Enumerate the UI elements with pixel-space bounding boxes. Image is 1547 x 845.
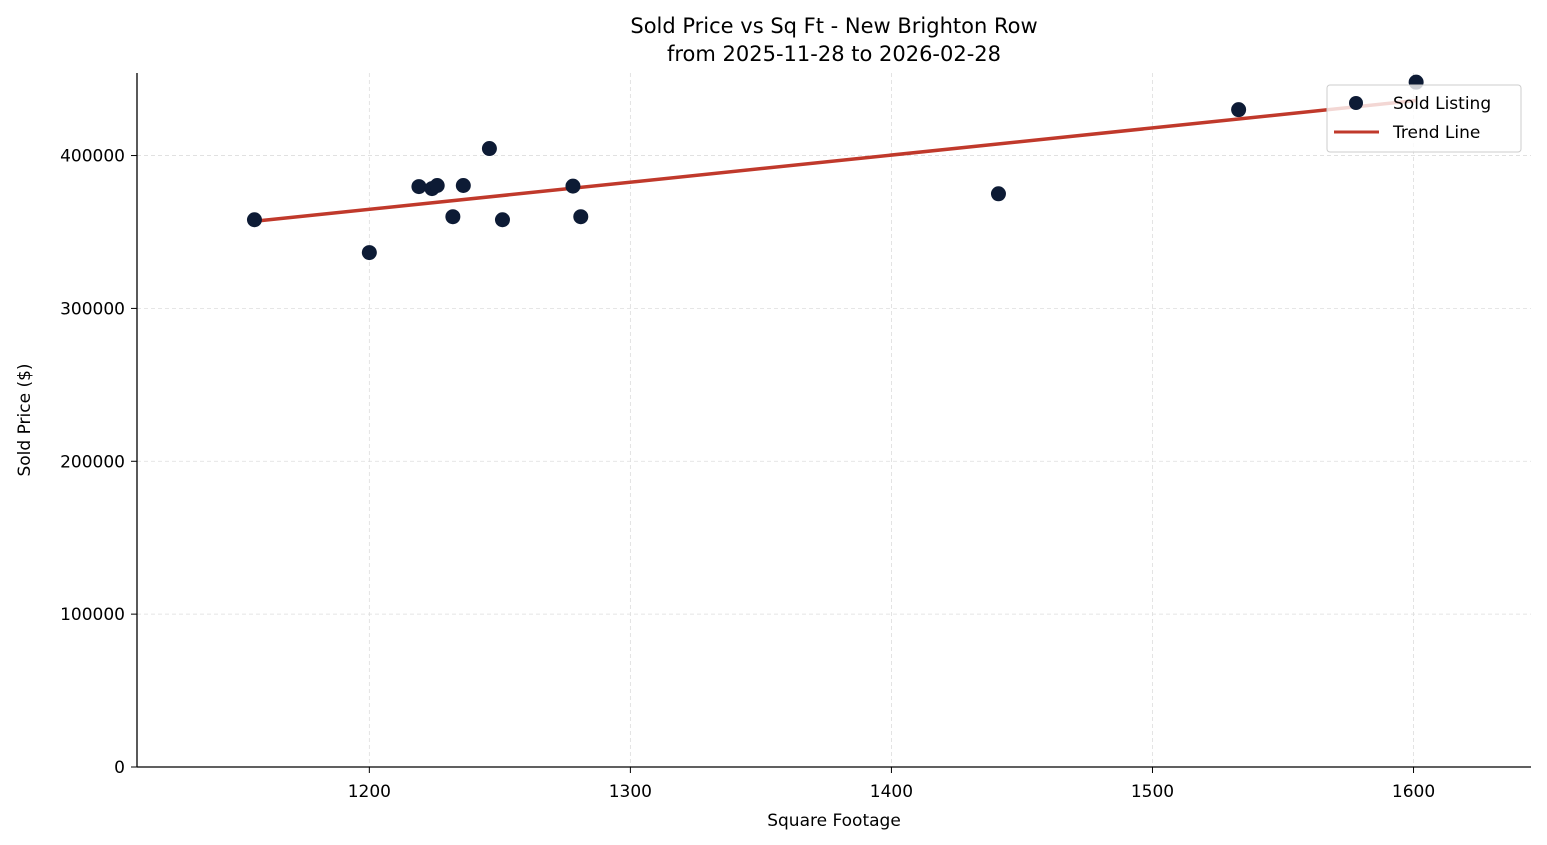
chart-subtitle: from 2025-11-28 to 2026-02-28	[667, 42, 1001, 66]
data-point	[1231, 102, 1247, 118]
legend-marker-sold-listing	[1349, 96, 1363, 110]
data-point	[246, 212, 262, 228]
data-point	[429, 178, 445, 194]
data-point	[573, 209, 589, 225]
x-axis-label: Square Footage	[767, 811, 901, 831]
y-tick-label: 300000	[60, 299, 125, 319]
data-point	[990, 186, 1006, 202]
legend-label-trend-line: Trend Line	[1392, 123, 1480, 143]
data-point	[494, 212, 510, 228]
y-tick-label: 100000	[60, 605, 125, 625]
data-point	[411, 179, 427, 195]
plot-area	[246, 74, 1424, 261]
y-axis-label: Sold Price ($)	[15, 363, 35, 476]
data-point	[565, 178, 581, 194]
ticks: 1200 1300 1400 1500 1600 0 100000 200000 300000 4…	[60, 147, 1435, 802]
legend: Sold Listing Trend Line	[1326, 84, 1522, 153]
legend-label-sold-listing: Sold Listing	[1393, 94, 1491, 114]
data-point	[455, 178, 471, 194]
x-tick-label: 1400	[870, 782, 913, 802]
chart-title: Sold Price vs Sq Ft - New Brighton Row	[630, 14, 1037, 38]
data-point	[361, 245, 377, 261]
trend-line	[254, 98, 1417, 224]
x-tick-label: 1500	[1131, 782, 1174, 802]
y-tick-label: 200000	[60, 452, 125, 472]
grid	[137, 73, 1531, 767]
y-tick-label: 0	[114, 758, 125, 778]
legend-box	[1326, 84, 1522, 153]
data-point	[445, 209, 461, 225]
x-tick-label: 1600	[1392, 782, 1435, 802]
x-tick-label: 1300	[609, 782, 652, 802]
x-tick-label: 1200	[348, 782, 391, 802]
data-point	[481, 141, 497, 157]
y-tick-label: 400000	[60, 147, 125, 167]
